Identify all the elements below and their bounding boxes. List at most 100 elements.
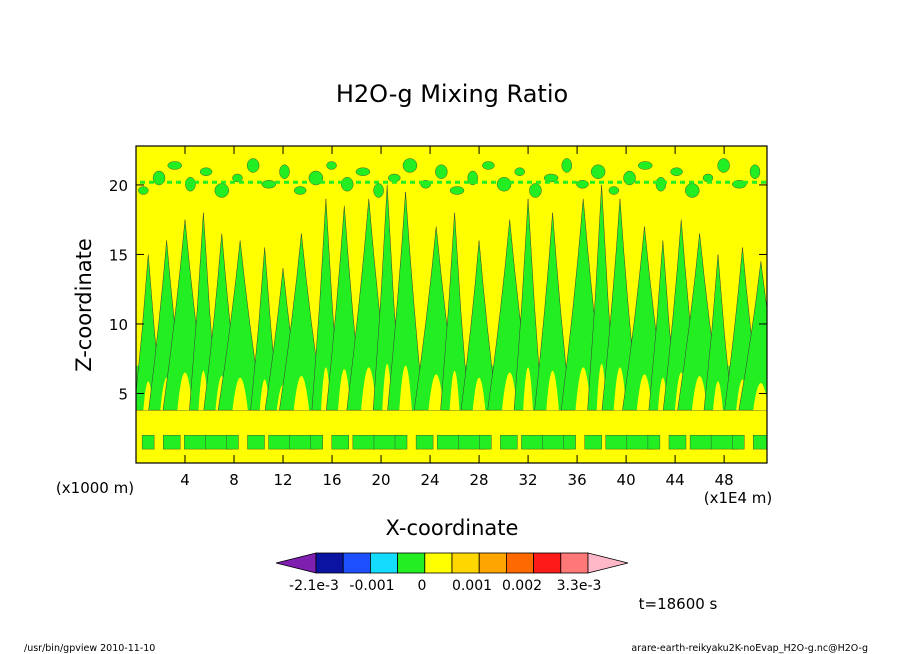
colorbar-cell xyxy=(342,552,371,574)
plot-area xyxy=(135,145,768,464)
plume xyxy=(534,212,571,411)
dash-cell xyxy=(446,180,451,184)
dash-cell xyxy=(455,180,460,184)
dash-cell xyxy=(716,180,721,184)
dash-cell xyxy=(671,180,676,184)
dash-cell xyxy=(536,180,541,184)
dash-cell xyxy=(752,180,757,184)
upper-cell xyxy=(717,158,730,173)
colorbar-label: 0.001 xyxy=(452,578,492,594)
dash-cell xyxy=(491,180,496,184)
colorbar-cell xyxy=(369,552,398,574)
plume-core xyxy=(575,367,591,411)
plume xyxy=(513,198,543,411)
dash-cell xyxy=(293,180,298,184)
dash-cell xyxy=(374,180,379,184)
dash-cell xyxy=(401,180,406,184)
x-axis-label: X-coordinate xyxy=(386,516,519,540)
dash-cell xyxy=(599,180,604,184)
colorbar-label: 0.002 xyxy=(502,578,542,594)
colorbar-cell xyxy=(315,552,344,574)
upper-cell xyxy=(185,177,196,192)
dash-cell xyxy=(176,180,181,184)
dash-cell xyxy=(221,180,226,184)
colorbar-label: -2.1e-3 xyxy=(289,578,339,594)
dash-cell xyxy=(545,180,550,184)
plume-core xyxy=(177,372,193,411)
y-tick-label: 20 xyxy=(109,177,128,195)
dash-cell xyxy=(185,180,190,184)
surface-cell xyxy=(668,434,687,450)
dash-cell xyxy=(518,180,523,184)
upper-cell xyxy=(543,173,559,183)
dash-cell xyxy=(761,180,766,184)
upper-cell xyxy=(496,177,512,192)
dash-cell xyxy=(464,180,469,184)
dash-cell xyxy=(383,180,388,184)
x-unit-left: (x1000 m) xyxy=(56,479,134,497)
dash-cell xyxy=(743,180,748,184)
upper-cell xyxy=(435,164,448,179)
y-tick-label: 5 xyxy=(118,385,128,403)
upper-cell xyxy=(232,173,243,183)
dash-cell xyxy=(500,180,505,184)
upper-cell xyxy=(482,161,495,170)
surface-cell xyxy=(500,434,518,450)
colorbar-labels: -2.1e-3 -0.001 0 0.001 0.002 3.3e-3 xyxy=(289,578,601,594)
plume-core xyxy=(613,367,627,411)
plume-core xyxy=(636,374,653,411)
dash-cell xyxy=(590,180,595,184)
upper-cell xyxy=(138,186,149,195)
dash-cell xyxy=(410,180,415,184)
dash-cell xyxy=(230,180,235,184)
dash-cell xyxy=(275,180,280,184)
colorbar-arrow-left xyxy=(275,552,317,574)
upper-cell xyxy=(685,183,700,198)
plume xyxy=(387,191,424,411)
plot-frame xyxy=(135,145,768,464)
upper-cell xyxy=(167,161,182,170)
surface-cell xyxy=(521,434,544,450)
surface-cell xyxy=(415,434,434,450)
chart-title: H2O-g Mixing Ratio xyxy=(336,80,568,108)
upper-cell xyxy=(279,164,290,179)
surface-cell xyxy=(605,434,628,450)
surface-cell xyxy=(584,434,602,450)
surface-cell xyxy=(647,434,661,450)
colorbar xyxy=(275,552,629,574)
upper-cell xyxy=(655,177,667,192)
upper-cell xyxy=(293,186,307,195)
upper-cell xyxy=(261,180,277,189)
dash-cell xyxy=(482,180,487,184)
dash-cell xyxy=(653,180,658,184)
dash-cell xyxy=(392,180,397,184)
plume-core xyxy=(691,376,708,411)
plume-core xyxy=(523,367,533,411)
dash-cell xyxy=(635,180,640,184)
plume xyxy=(460,240,498,411)
dash-cell xyxy=(581,180,586,184)
x-tick-label: 24 xyxy=(421,471,440,489)
upper-cell xyxy=(341,177,354,192)
dash-cell xyxy=(140,180,145,184)
x-tick-label: 44 xyxy=(666,471,685,489)
x-tick-label: 36 xyxy=(568,471,587,489)
upper-cell xyxy=(199,167,213,176)
colorbar-cell xyxy=(451,552,480,574)
colorbar-cell xyxy=(478,552,507,574)
dash-cell xyxy=(149,180,154,184)
colorbar-arrow-right xyxy=(587,552,629,574)
dash-cell xyxy=(419,180,424,184)
dash-cell xyxy=(365,180,370,184)
upper-cell xyxy=(402,158,418,173)
plume-core xyxy=(293,376,310,411)
y-tick-label: 15 xyxy=(109,246,128,264)
dash-cell xyxy=(509,180,514,184)
dash-cell xyxy=(302,180,307,184)
dash-cell xyxy=(554,180,559,184)
dash-cell xyxy=(311,180,316,184)
footer-left: /usr/bin/gpview 2010-11-10 xyxy=(24,643,155,654)
y-axis-label: Z-coordinate xyxy=(72,238,96,372)
plume xyxy=(703,254,733,411)
